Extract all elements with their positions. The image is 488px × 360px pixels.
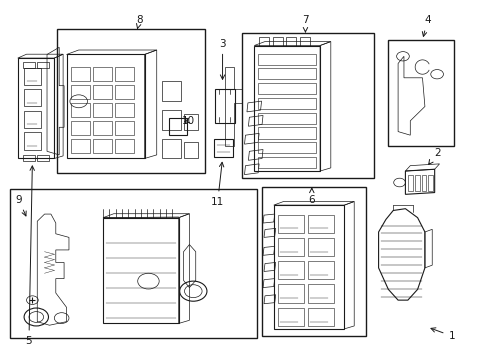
Bar (258, 127, 316, 139)
Bar (22, 155, 35, 161)
Bar (277, 261, 303, 279)
Bar (277, 215, 303, 233)
Bar (115, 103, 134, 117)
Text: 5: 5 (25, 166, 34, 346)
Bar (414, 175, 419, 191)
Bar (57, 30, 205, 173)
Bar (10, 189, 256, 338)
Bar (277, 238, 303, 256)
Bar (277, 308, 303, 326)
Bar (272, 37, 282, 45)
Bar (183, 142, 198, 158)
Bar (23, 132, 41, 149)
Bar (115, 67, 134, 81)
Bar (71, 121, 90, 135)
Bar (214, 139, 232, 157)
Bar (307, 284, 333, 303)
Text: 7: 7 (302, 15, 308, 32)
Bar (71, 139, 90, 153)
Bar (115, 139, 134, 153)
Bar (23, 89, 41, 107)
Bar (387, 40, 453, 146)
Bar (300, 37, 309, 45)
Text: 6: 6 (308, 188, 314, 205)
Bar (37, 155, 49, 161)
Bar (37, 62, 49, 68)
Text: 11: 11 (211, 162, 224, 207)
Bar (161, 81, 181, 101)
Bar (71, 67, 90, 81)
Bar (258, 113, 316, 124)
Bar (307, 261, 333, 279)
Bar (93, 67, 112, 81)
Text: 9: 9 (16, 195, 26, 216)
Bar (23, 68, 41, 85)
Bar (23, 111, 41, 128)
Bar (115, 85, 134, 99)
Text: 8: 8 (136, 15, 142, 28)
Bar (93, 139, 112, 153)
Bar (215, 89, 234, 123)
Text: 4: 4 (422, 15, 430, 36)
Text: 2: 2 (428, 148, 440, 165)
Bar (258, 157, 316, 168)
Bar (286, 37, 296, 45)
Bar (22, 62, 35, 68)
Bar (93, 103, 112, 117)
Bar (242, 33, 373, 178)
Bar (258, 68, 316, 80)
Bar (258, 54, 316, 64)
Text: 3: 3 (219, 39, 225, 79)
Bar (259, 37, 268, 45)
Text: 1: 1 (430, 328, 454, 341)
Bar (258, 142, 316, 153)
Bar (427, 175, 432, 191)
Bar (407, 175, 412, 191)
Bar (261, 187, 366, 336)
Bar (93, 85, 112, 99)
Bar (307, 238, 333, 256)
Bar (115, 121, 134, 135)
Bar (71, 85, 90, 99)
Bar (258, 83, 316, 94)
Bar (93, 121, 112, 135)
Bar (161, 110, 181, 130)
Bar (161, 139, 181, 158)
Bar (277, 284, 303, 303)
Bar (307, 215, 333, 233)
Text: 10: 10 (182, 116, 195, 126)
Bar (307, 308, 333, 326)
Bar (71, 103, 90, 117)
Bar (168, 118, 187, 135)
Bar (421, 175, 426, 191)
Bar (258, 98, 316, 109)
Bar (183, 114, 198, 130)
